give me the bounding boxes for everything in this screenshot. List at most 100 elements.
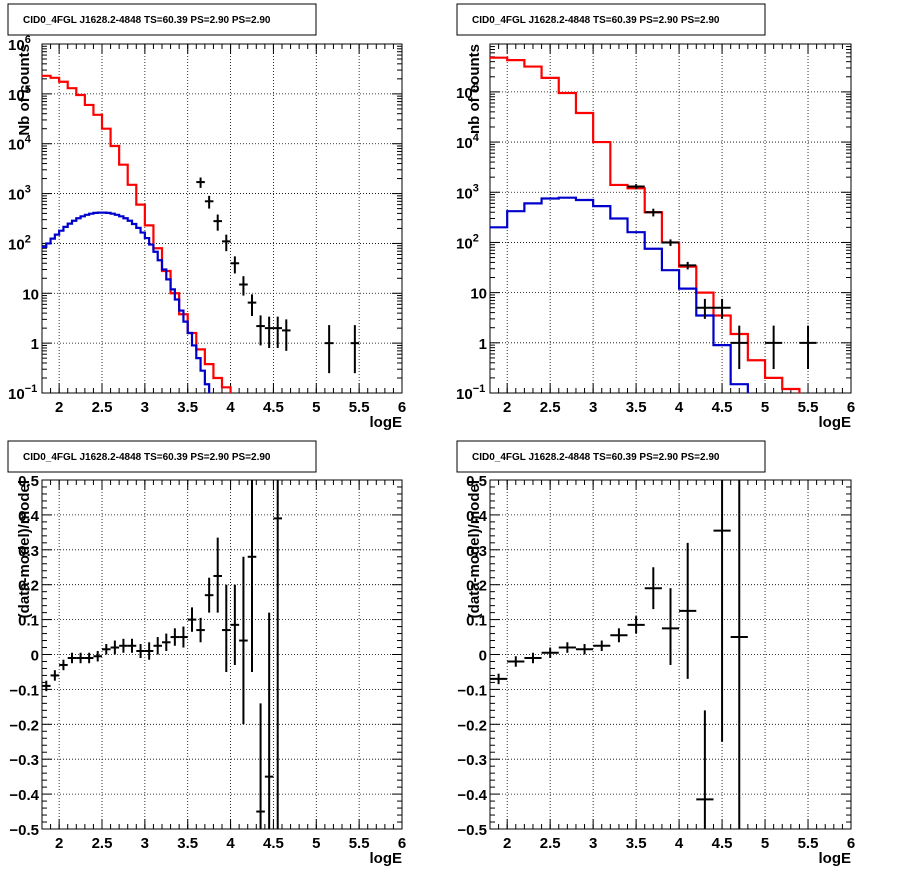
x-tick-label: 4 bbox=[226, 835, 235, 852]
data-point bbox=[644, 567, 662, 610]
y-tick-label: 0.5 bbox=[18, 473, 39, 490]
y-tick-label: 10−1 bbox=[456, 383, 485, 403]
tick-exponent: −1 bbox=[25, 383, 38, 395]
data-point bbox=[239, 276, 248, 296]
x-axis-label: logE bbox=[370, 414, 403, 431]
x-tick-label: 3 bbox=[141, 399, 149, 416]
tick-base: 10 bbox=[8, 187, 25, 204]
data-point bbox=[282, 319, 291, 351]
x-tick-label: 4 bbox=[675, 835, 684, 852]
x-axis-label: logE bbox=[819, 414, 852, 431]
tick-base: 10 bbox=[456, 85, 473, 102]
data-point bbox=[179, 626, 188, 648]
chart-panel-3: 2 2.5 3 3.5 4 4.5 5 5.5 6 −0.5 −0.4 −0.3 −0.2 −0.1 0 0.… bbox=[7, 440, 406, 867]
data-point bbox=[153, 637, 162, 655]
tick-exponent: 4 bbox=[473, 132, 480, 144]
data-point bbox=[661, 588, 680, 665]
x-tick-label: 6 bbox=[847, 835, 855, 852]
y-tick-label: 104 bbox=[456, 132, 480, 152]
tick-exponent: 5 bbox=[473, 82, 479, 94]
x-tick-label: 4 bbox=[675, 399, 684, 416]
x-tick-label: 2 bbox=[503, 399, 511, 416]
y-tick-label: 0.1 bbox=[18, 613, 39, 630]
chart-title: CID0_4FGL J1628.2-4848 TS=60.39 PS=2.90 … bbox=[23, 15, 271, 26]
y-tick-label: −0.2 bbox=[457, 717, 487, 734]
chart-panel-2: 2 2.5 3 3.5 4 4.5 5 5.5 610−1110102103104105CID0… bbox=[456, 3, 855, 431]
histogram-series-2 bbox=[42, 211, 211, 393]
x-tick-label: 5.5 bbox=[798, 835, 819, 852]
tick-base: 10 bbox=[8, 37, 25, 54]
data-point bbox=[696, 710, 714, 829]
x-tick-label: 3 bbox=[589, 835, 597, 852]
x-tick-label: 2 bbox=[503, 835, 511, 852]
chart-panel-4: 2 2.5 3 3.5 4 4.5 5 5.5 6 −0.5 −0.4 −0.3 −0.2 −0.1 0 0.… bbox=[456, 440, 855, 867]
x-tick-label: 4.5 bbox=[712, 399, 733, 416]
data-point bbox=[490, 673, 508, 685]
chart-title: CID0_4FGL J1628.2-4848 TS=60.39 PS=2.90 … bbox=[472, 452, 720, 463]
y-tick-label: 103 bbox=[8, 184, 31, 204]
tick-base: 10 bbox=[8, 87, 25, 104]
data-point bbox=[67, 652, 77, 664]
data-point bbox=[170, 628, 180, 646]
data-point bbox=[264, 612, 274, 829]
data-point bbox=[730, 480, 748, 829]
y-tick-label: 106 bbox=[8, 34, 31, 54]
x-tick-label: 6 bbox=[847, 399, 855, 416]
y-tick-label: −0.5 bbox=[457, 822, 487, 839]
tick-exponent: 4 bbox=[25, 134, 32, 146]
data-point bbox=[324, 325, 334, 374]
x-tick-label: 3.5 bbox=[626, 399, 647, 416]
data-point bbox=[610, 628, 628, 643]
data-point bbox=[799, 325, 817, 370]
data-layer bbox=[490, 56, 817, 393]
x-tick-label: 4 bbox=[226, 399, 235, 416]
y-tick-label: 102 bbox=[456, 232, 479, 252]
y-tick-label: 0.2 bbox=[18, 578, 39, 595]
x-tick-label: 2.5 bbox=[92, 835, 113, 852]
title-box: CID0_4FGL J1628.2-4848 TS=60.39 PS=2.90 … bbox=[7, 440, 317, 473]
x-tick-label: 3.5 bbox=[626, 835, 647, 852]
chart-title: CID0_4FGL J1628.2-4848 TS=60.39 PS=2.90 … bbox=[23, 452, 271, 463]
data-point bbox=[196, 177, 205, 188]
data-point bbox=[696, 298, 714, 319]
x-tick-label: 5 bbox=[761, 399, 769, 416]
y-tick-label: 105 bbox=[8, 84, 31, 104]
tick-exponent: 2 bbox=[473, 232, 479, 244]
data-point bbox=[76, 652, 85, 664]
data-point bbox=[256, 315, 265, 346]
y-tick-label: 0.3 bbox=[18, 543, 39, 560]
data-point bbox=[144, 642, 154, 660]
tick-exponent: 3 bbox=[25, 184, 31, 196]
y-tick-label: −0.1 bbox=[457, 682, 487, 699]
y-tick-label: 0.4 bbox=[466, 508, 488, 525]
histogram-series-2 bbox=[490, 196, 749, 393]
plot-frame bbox=[41, 43, 403, 394]
tick-exponent: 5 bbox=[25, 84, 31, 96]
data-point bbox=[110, 640, 120, 655]
tick-base: 10 bbox=[456, 185, 473, 202]
data-point bbox=[93, 651, 102, 662]
data-point bbox=[575, 644, 594, 655]
data-point bbox=[239, 556, 248, 725]
x-axis-label: logE bbox=[370, 850, 403, 867]
data-point bbox=[273, 480, 282, 829]
y-tick-label: −0.1 bbox=[9, 682, 39, 699]
y-tick-label: 0.5 bbox=[466, 473, 487, 490]
data-point bbox=[541, 647, 559, 658]
data-point bbox=[187, 607, 197, 632]
y-tick-label: 0.1 bbox=[466, 613, 487, 630]
data-point bbox=[558, 642, 576, 653]
x-tick-label: 5 bbox=[312, 399, 320, 416]
title-frame bbox=[456, 3, 766, 36]
title-box: CID0_4FGL J1628.2-4848 TS=60.39 PS=2.90 … bbox=[456, 440, 766, 473]
data-point bbox=[507, 656, 525, 667]
y-tick-label: −0.2 bbox=[9, 717, 39, 734]
tick-exponent: 6 bbox=[25, 34, 31, 46]
x-tick-label: 4.5 bbox=[263, 399, 284, 416]
x-tick-label: 3 bbox=[141, 835, 149, 852]
data-layer bbox=[490, 480, 748, 829]
data-layer bbox=[42, 74, 360, 393]
data-point bbox=[230, 584, 240, 665]
data-point bbox=[247, 480, 257, 672]
data-point bbox=[713, 480, 731, 742]
